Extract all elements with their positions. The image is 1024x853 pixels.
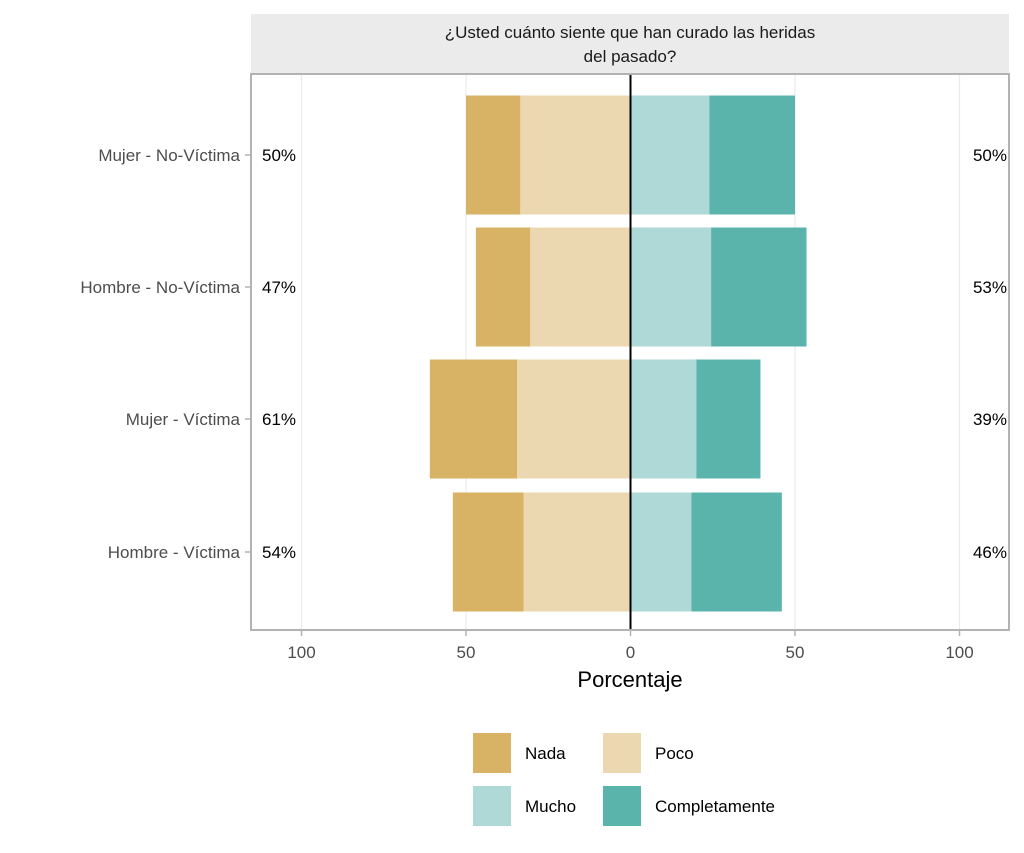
legend-key-completamente (603, 786, 641, 826)
category-labels: Mujer - No-Víctima Hombre - No-Víctima Muj… (80, 146, 251, 562)
plot-panel (250, 73, 1010, 631)
bar-mucho-2 (630, 359, 697, 479)
category-label: Hombre - No-Víctima (80, 278, 240, 297)
bar-mucho-3 (630, 492, 692, 612)
x-axis: 100 50 0 50 100 (287, 630, 974, 662)
legend-key-nada (473, 733, 511, 773)
x-tick-label: 50 (457, 643, 476, 662)
legend-key-poco (603, 733, 641, 773)
bar-completamente-2 (696, 359, 761, 479)
x-tick-label: 100 (945, 643, 973, 662)
x-tick-label: 100 (287, 643, 315, 662)
right-percent-label: 39% (973, 410, 1007, 429)
bar-poco-0 (520, 95, 631, 215)
bar-completamente-3 (691, 492, 782, 612)
x-tick-label: 50 (786, 643, 805, 662)
legend-label-nada: Nada (525, 744, 566, 763)
category-label: Mujer - No-Víctima (98, 146, 240, 165)
right-percent-label: 50% (973, 146, 1007, 165)
x-axis-title: Porcentaje (577, 667, 682, 692)
legend-label-completamente: Completamente (655, 797, 775, 816)
bar-poco-1 (530, 227, 631, 347)
bar-completamente-1 (711, 227, 807, 347)
facet-strip: ¿Usted cuánto siente que han curado las … (251, 14, 1009, 74)
right-percent-labels: 50% 53% 39% 46% (973, 146, 1007, 562)
left-percent-label: 47% (262, 278, 296, 297)
bar-poco-3 (523, 492, 631, 612)
bar-nada-1 (475, 227, 531, 347)
legend-key-mucho (473, 786, 511, 826)
left-percent-label: 50% (262, 146, 296, 165)
legend-label-poco: Poco (655, 744, 694, 763)
bar-nada-3 (452, 492, 524, 612)
left-percent-label: 54% (262, 543, 296, 562)
facet-title-line-2: del pasado? (584, 47, 677, 66)
bar-mucho-0 (630, 95, 710, 215)
category-label: Hombre - Víctima (108, 543, 241, 562)
facet-title-line-1: ¿Usted cuánto siente que han curado las … (445, 23, 815, 42)
bar-mucho-1 (630, 227, 712, 347)
bar-nada-0 (466, 95, 521, 215)
right-percent-label: 46% (973, 543, 1007, 562)
bar-completamente-0 (709, 95, 795, 215)
facet-strip-background (251, 14, 1009, 74)
bar-nada-2 (429, 359, 517, 479)
legend: Nada Poco Mucho Completamente (473, 733, 775, 826)
left-percent-labels: 50% 47% 61% 54% (262, 146, 296, 562)
category-label: Mujer - Víctima (126, 410, 241, 429)
bars-group (429, 95, 807, 612)
bar-poco-2 (516, 359, 631, 479)
legend-label-mucho: Mucho (525, 797, 576, 816)
right-percent-label: 53% (973, 278, 1007, 297)
x-tick-label: 0 (626, 643, 635, 662)
left-percent-label: 61% (262, 410, 296, 429)
